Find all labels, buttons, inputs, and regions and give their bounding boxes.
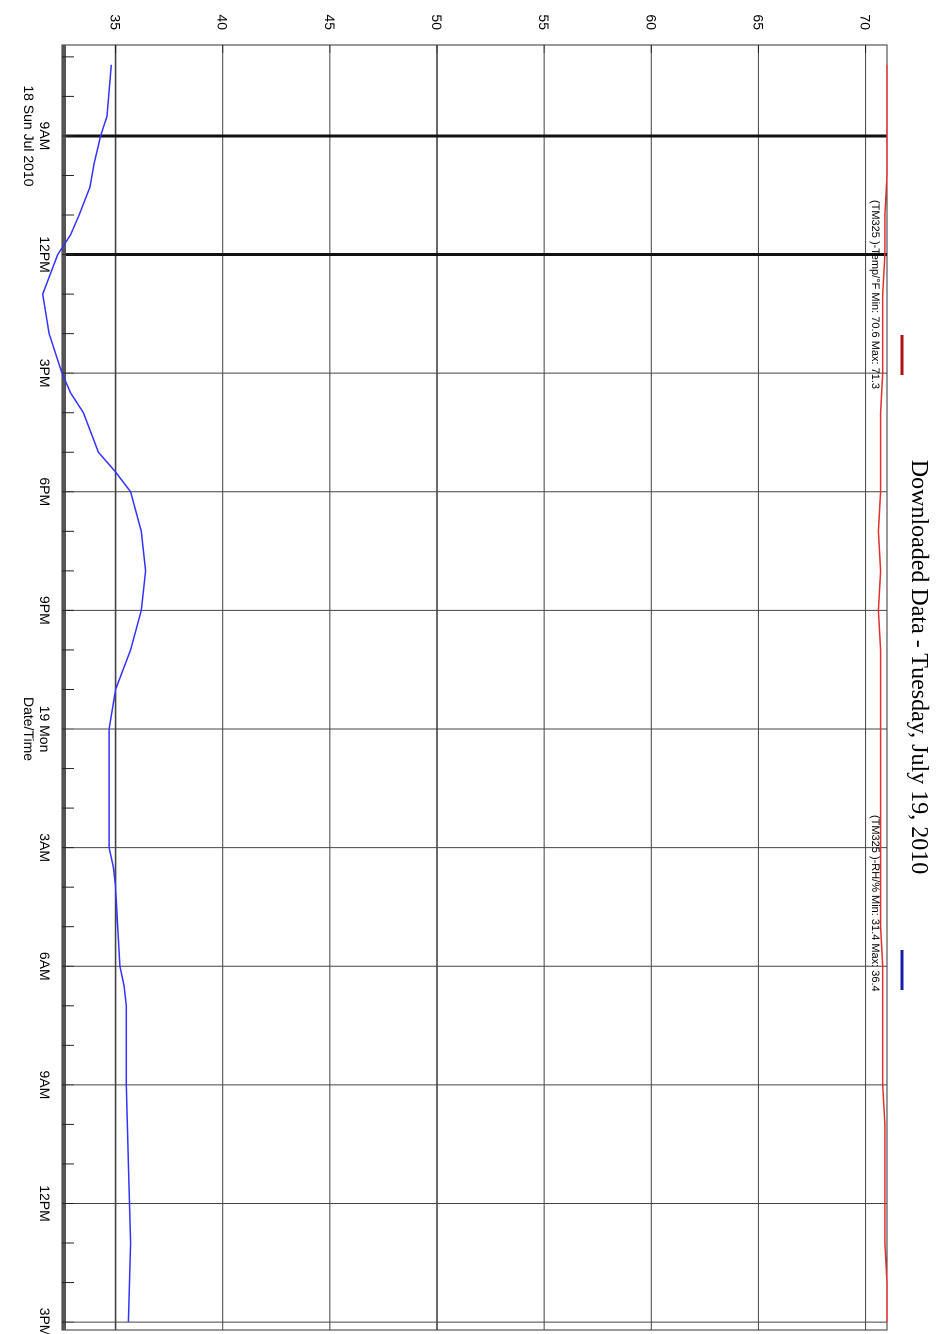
y-tick-label: 35 bbox=[108, 14, 124, 30]
x-tick-label: 12PM bbox=[37, 1185, 53, 1222]
y-tick-label: 50 bbox=[429, 14, 445, 30]
x-tick-label: 9AM bbox=[37, 122, 53, 151]
y-tick-label: 55 bbox=[536, 14, 552, 30]
legend: (TM325 )-Temp/°F Min: 70.6 Max: 71.3 (TM3… bbox=[869, 200, 904, 992]
legend-label: (TM325 )-RH/% Min: 31.4 Max: 36.4 bbox=[869, 815, 881, 992]
temperature-series-line bbox=[877, 64, 888, 1323]
series-lines bbox=[41, 64, 888, 1323]
chart-title: Downloaded Data - Tuesday, July 19, 2010 bbox=[906, 460, 932, 874]
x-tick-label: 9PM bbox=[37, 596, 53, 625]
x-tick-label: 6AM bbox=[37, 952, 53, 981]
x-tick-label: 6PM bbox=[37, 477, 53, 506]
y-axis: 35 40 45 50 55 60 65 70 bbox=[108, 14, 874, 53]
y-tick-label: 60 bbox=[643, 14, 659, 30]
x-tick-label: 3AM bbox=[37, 833, 53, 862]
y-tick-label: 45 bbox=[322, 14, 338, 30]
legend-label: (TM325 )-Temp/°F Min: 70.6 Max: 71.3 bbox=[869, 200, 881, 389]
y-tick-label: 40 bbox=[215, 14, 231, 30]
x-tick-sublabel: 18 Sun Jul 2010 bbox=[21, 85, 37, 186]
x-tick-label: 19 Mon bbox=[37, 706, 53, 753]
x-tick-label: 12PM bbox=[37, 236, 53, 273]
x-tick-label: 3PM bbox=[37, 1308, 53, 1334]
x-tick-label: 3PM bbox=[37, 359, 53, 388]
y-tick-label: 65 bbox=[750, 14, 766, 30]
humidity-series-line bbox=[41, 64, 147, 1323]
x-tick-sublabel: Date/Time bbox=[21, 697, 37, 761]
x-tick-label: 9AM bbox=[37, 1070, 53, 1099]
y-tick-label: 70 bbox=[858, 14, 874, 30]
gridlines bbox=[61, 44, 888, 1331]
